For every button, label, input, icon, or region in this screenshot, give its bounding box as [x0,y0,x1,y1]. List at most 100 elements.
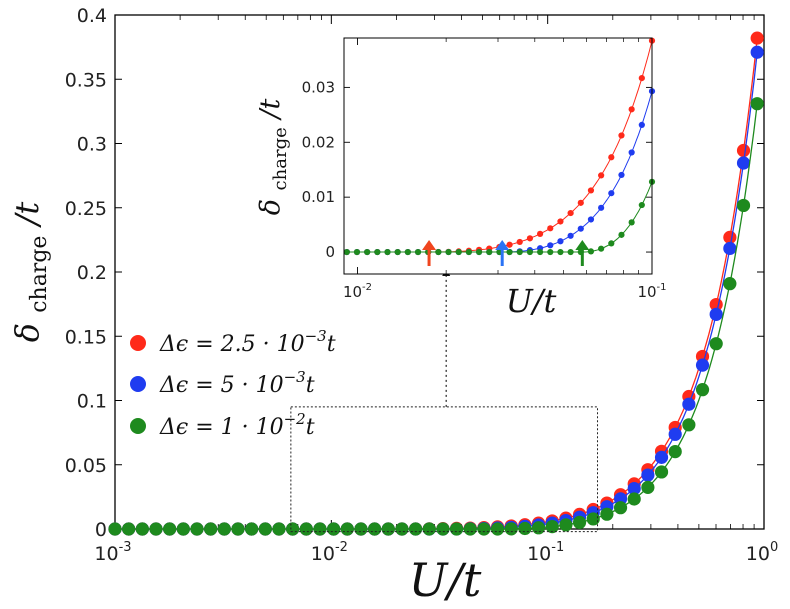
inset-y-tail: /t [255,99,286,122]
onset-arrow-head [422,240,437,250]
inset-data-point [567,248,574,256]
inset-y-tick-label: 0 [325,243,335,261]
main-data-point [408,522,423,536]
main-y-tick-label: 0.4 [77,5,107,27]
onset-arrow-head [495,240,510,250]
legend-label: Δϵ = 5 · 10−3t [159,368,315,398]
main-data-point [545,520,559,534]
main-data-point [149,522,163,536]
main-data-point [286,522,300,536]
legend-marker [130,418,146,434]
inset-x-tick-label: 10-2 [343,282,372,301]
main-x-axis-label: U/t [409,553,482,607]
inset-y-tick-label: 0.01 [302,188,335,206]
inset-data-point [608,190,615,197]
inset-data-point [577,225,584,232]
inset-data-point [618,231,625,238]
inset-y-delta: δ [255,199,286,215]
main-data-point [531,521,546,535]
main-series [108,31,764,536]
main-data-point [682,418,696,432]
main-data-point [641,480,655,494]
inset-data-point [516,248,523,256]
legend-entry: Δϵ = 1 · 10−2t [130,410,315,440]
main-y-tick-label: 0.25 [65,198,107,220]
main-data-point [122,522,136,536]
inset-plot-frame [343,37,653,275]
main-data-point [108,522,122,536]
main-data-point [559,518,573,532]
main-y-tick-label: 0.2 [77,262,107,284]
inset-data-point [414,248,422,256]
legend-marker [130,335,146,351]
inset-data-point [618,171,625,179]
main-data-point [422,522,436,536]
inset-data-point [638,121,645,128]
inset-data-point [404,248,411,256]
main-y-sub: charge [27,236,52,313]
inset-data-point [567,232,574,239]
main-data-point [354,522,368,536]
main-data-point [272,522,286,536]
inset-data-point [608,240,615,247]
main-data-point [176,522,190,536]
main-data-point [163,522,177,536]
inset-data-point [547,242,554,249]
inset-onset-arrows [422,240,590,266]
inset-data-point [557,238,564,245]
inset-data-point [486,248,493,256]
main-data-point [709,337,723,351]
inset-data-point [638,201,645,209]
main-data-point [723,230,737,244]
inset-data-point [506,248,513,256]
inset-data-point [465,248,472,256]
main-y-tail: /t [8,202,46,229]
inset-y-tick-label: 0.03 [302,78,335,96]
main-data-point [381,522,395,536]
main-data-point [654,450,669,464]
legend-marker [130,376,146,392]
main-data-point [613,501,628,515]
inset-data-point [557,218,564,225]
inset-y-tick-label: 0.02 [302,133,335,151]
inset-data-point [394,248,401,256]
inset-data-point [557,248,564,256]
inset-data-point [435,248,442,256]
main-y-axis-label: δ charge /t [8,202,54,343]
main-data-point [750,45,764,59]
svg-text:δ charge /t: δ charge /t [8,202,54,343]
main-x-tick-label: 10-1 [527,540,564,565]
main-data-point [135,522,149,536]
inset-data-point [506,241,513,248]
main-y-tick-label: 0.15 [65,326,107,348]
main-data-point [586,512,600,526]
inset-data-point [475,248,483,256]
inset-data-point [628,106,635,113]
main-data-point [627,492,641,506]
main-data-point [627,481,641,496]
inset-data-point [536,248,544,256]
inset-data-point [516,238,523,246]
main-data-point [750,97,764,111]
main-data-point [736,156,751,170]
main-data-point [504,522,518,536]
inset-y-sub: charge [270,127,291,190]
main-data-point [709,307,723,321]
main-data-point [395,522,409,536]
main-y-tick-label: 0.1 [77,391,107,413]
main-data-point [477,522,491,536]
inset-data-point [638,74,645,82]
inset-data-point [526,248,534,256]
svg-text:δ charge /t: δ charge /t [255,99,293,216]
main-data-point [463,522,477,536]
inset-data-point [353,248,361,256]
inset-data-point [547,225,554,232]
inset-data-point [343,248,350,256]
inset-background [344,38,652,274]
main-data-point [327,522,341,536]
main-y-tick-label: 0.3 [77,134,107,156]
main-data-point [572,515,587,530]
main-data-point [750,31,764,45]
zoom-region-box [290,406,599,533]
